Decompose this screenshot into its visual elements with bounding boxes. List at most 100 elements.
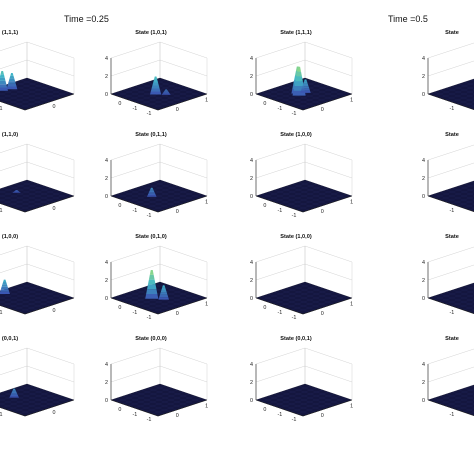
z-tick-label: 2	[105, 380, 108, 386]
floor-axes	[427, 399, 474, 416]
mesh-line	[14, 81, 62, 99]
grid-line	[0, 365, 75, 383]
surface-peak-1	[6, 73, 18, 90]
mesh-line	[13, 293, 63, 311]
mesh-line	[291, 191, 341, 209]
x-tick-label: -1	[292, 315, 297, 321]
mesh-line	[280, 391, 328, 409]
y-tick-label: 0	[176, 311, 179, 317]
x-tick-label: 0	[118, 101, 121, 107]
panel-title: State	[445, 30, 459, 36]
mesh-line	[452, 85, 474, 94]
mesh-line	[8, 185, 56, 203]
z-tick-label: 0	[422, 194, 425, 200]
y-tick-label: 1	[350, 98, 353, 104]
mesh-line	[464, 81, 474, 86]
z-tick-label: 4	[250, 56, 253, 62]
surface-panel-8: 42010(1,0,0)	[0, 234, 75, 316]
grid-line	[110, 59, 208, 77]
x-tick-label: -1	[292, 417, 297, 423]
y-tick-label: 0	[321, 413, 324, 419]
surface-panel-10: 4 2 0 0 -1 -1 0 1 State (1,0,0)	[250, 234, 353, 321]
mesh-line	[140, 291, 190, 309]
y-tick-label: 0	[176, 209, 179, 215]
z-tick-label: 2	[250, 278, 253, 284]
x-tick-label: -1	[278, 310, 283, 316]
x-tick-label: -1	[147, 111, 152, 117]
mesh-line	[13, 395, 63, 413]
z-tick-label: 4	[422, 56, 425, 62]
mesh-line	[146, 89, 196, 107]
x-tick-label: -1	[147, 315, 152, 321]
floor-axes	[110, 93, 208, 111]
z-tick-label: 0	[105, 398, 108, 404]
z-tick-label: 0	[250, 194, 253, 200]
surface-panel-7: 4 2 0 -1 State	[422, 132, 474, 214]
mesh-line	[19, 193, 69, 211]
floor-axes	[0, 93, 75, 111]
z-tick-label: 4	[422, 158, 425, 164]
y-tick-label: 0	[321, 311, 324, 317]
surface-peak-1	[161, 89, 171, 95]
x-tick-label: 0	[263, 305, 266, 311]
floor-axes	[110, 195, 208, 213]
y-tick-label: 0	[321, 209, 324, 215]
mesh-line	[141, 389, 189, 407]
y-tick-label: 1	[205, 98, 208, 104]
mesh-line	[457, 404, 474, 411]
z-tick-label: 2	[422, 380, 425, 386]
mesh-line	[291, 395, 341, 413]
surface-peak-0	[0, 279, 10, 294]
surface-panel-11: 4 2 0 -1 State	[422, 234, 474, 316]
mesh-line	[464, 183, 474, 188]
mesh-line	[19, 295, 69, 313]
x-tick-label: -1	[450, 106, 455, 112]
mesh-line	[153, 385, 201, 403]
panel-title: (1,1,0)	[2, 132, 18, 138]
y-tick-label: 0	[53, 410, 56, 416]
surface-panel-12: 42010(0,0,1)	[0, 336, 75, 418]
mesh-line	[451, 196, 474, 205]
mesh-line	[7, 87, 57, 105]
mesh-line	[297, 295, 347, 313]
mesh-line	[7, 393, 57, 411]
surface-panel-1: 4 2 0 0 -1 -1 0 1 State (1,0,1)	[105, 30, 208, 117]
x-tick-label: 0	[118, 203, 121, 209]
mesh-line	[292, 387, 340, 405]
surface-panel-2: 4 2 0 0 -1 -1 0 1 State (1,1,1)	[250, 30, 353, 117]
mesh-line	[14, 285, 62, 303]
mesh-line	[7, 291, 57, 309]
x-tick-label: -1	[147, 213, 152, 219]
z-tick-label: 4	[105, 260, 108, 266]
mesh-line	[458, 185, 474, 192]
surface-panel-14: 4 2 0 0 -1 -1 0 1 State (0,0,1)	[250, 336, 353, 423]
z-tick-label: 0	[250, 398, 253, 404]
mesh-line	[2, 187, 50, 205]
floor-axes	[427, 297, 474, 314]
mesh-line	[153, 283, 201, 301]
panel-title: State (0,0,1)	[280, 336, 312, 342]
z-tick-label: 0	[250, 92, 253, 98]
surface-panel-3: 4 2 0 -1 State	[422, 30, 474, 112]
x-tick-label: -1	[292, 111, 297, 117]
z-tick-label: 0	[105, 92, 108, 98]
y-tick-label: 1	[350, 404, 353, 410]
floor-axes	[110, 297, 208, 315]
grid-line	[427, 60, 474, 77]
y-tick-label: 0	[176, 107, 179, 113]
grid-line	[427, 264, 474, 281]
x-tick-label: 1	[0, 310, 3, 316]
mesh-line	[452, 289, 474, 298]
floor-axes	[0, 297, 75, 315]
x-tick-label: 1	[0, 208, 3, 214]
mesh-line	[451, 298, 474, 307]
mesh-line	[298, 181, 346, 199]
mesh-line	[457, 98, 474, 105]
panel-title: State (1,0,0)	[280, 234, 312, 240]
z-tick-label: 0	[422, 296, 425, 302]
mesh-line	[285, 291, 335, 309]
mesh-line	[452, 391, 474, 400]
floor-axes	[110, 399, 208, 417]
mesh-line	[285, 189, 335, 207]
mesh-line	[152, 91, 202, 109]
